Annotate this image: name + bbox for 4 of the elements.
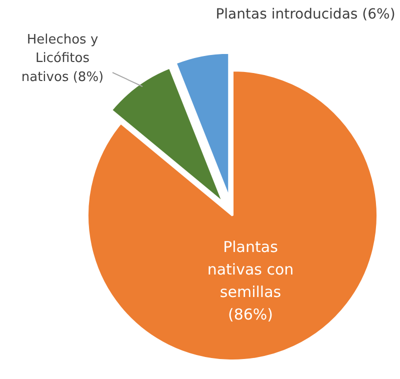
data-label: (86%) <box>228 305 274 324</box>
slice-label: Plantas introducidas (6%) <box>216 6 396 22</box>
slice-label: Helechos y Licófitos nativos (8%) <box>21 32 104 85</box>
slice-label: Plantas nativas con semillas <box>207 238 294 301</box>
